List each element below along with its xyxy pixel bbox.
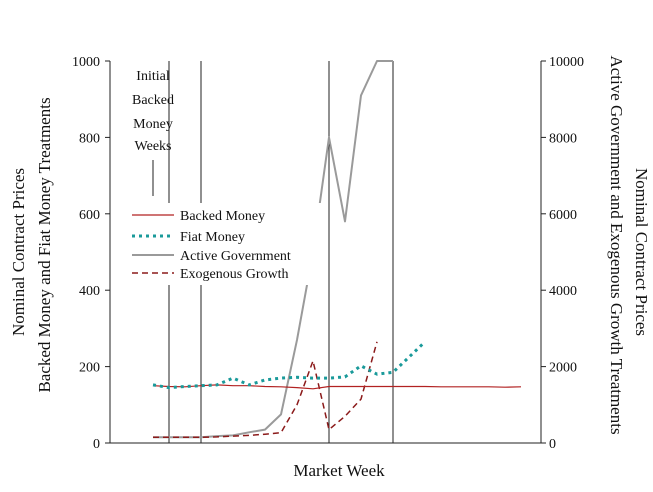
left-tick-label: 400 bbox=[79, 284, 100, 299]
legend: Backed Money Fiat Money Active Governmen… bbox=[124, 203, 324, 285]
annotation-line-1: Initial bbox=[136, 69, 170, 84]
right-tick-label: 4000 bbox=[549, 284, 577, 299]
left-tick-label: 800 bbox=[79, 131, 100, 146]
right-tick-label: 6000 bbox=[549, 208, 577, 223]
left-tick-label: 1000 bbox=[72, 55, 100, 70]
right-tick-label: 8000 bbox=[549, 131, 577, 146]
series-layer bbox=[152, 60, 522, 439]
left-axis-title-line-1: Nominal Contract Prices bbox=[9, 168, 28, 336]
annotation: Initial Backed Money Weeks bbox=[132, 69, 174, 196]
right-axis-title-line-1: Nominal Contract Prices bbox=[632, 168, 651, 336]
left-tick-label: 0 bbox=[93, 437, 100, 452]
right-tick-label: 2000 bbox=[549, 361, 577, 376]
left-axis-title-line-2: Backed Money and Fiat Money Treatments bbox=[35, 97, 54, 392]
right-tick-label: 0 bbox=[549, 437, 556, 452]
legend-label-fiat-money: Fiat Money bbox=[180, 230, 245, 245]
legend-label-backed-money: Backed Money bbox=[180, 209, 265, 224]
left-y-ticks: 0 200 400 600 800 1000 bbox=[72, 55, 110, 452]
legend-background bbox=[124, 203, 324, 285]
legend-label-active-government: Active Government bbox=[180, 249, 291, 264]
annotation-line-3: Money bbox=[133, 117, 173, 132]
series-line-exogenous-growth bbox=[153, 341, 378, 439]
right-y-ticks: 0 2000 4000 6000 8000 10000 bbox=[541, 55, 584, 452]
plot-frame bbox=[109, 61, 542, 444]
annotation-line-4: Weeks bbox=[135, 139, 172, 154]
series-line-backed-money bbox=[152, 384, 522, 390]
left-axis-title: Nominal Contract Prices Backed Money and… bbox=[9, 97, 54, 392]
annotation-line-2: Backed bbox=[132, 93, 174, 108]
legend-label-exogenous-growth: Exogenous Growth bbox=[180, 267, 289, 282]
x-axis-title: Market Week bbox=[293, 461, 385, 480]
right-tick-label: 10000 bbox=[549, 55, 584, 70]
right-axis-title: Nominal Contract Prices Active Governmen… bbox=[607, 55, 651, 434]
left-tick-label: 600 bbox=[79, 208, 100, 223]
right-axis-title-line-2: Active Government and Exogenous Growth T… bbox=[607, 55, 626, 434]
left-tick-label: 200 bbox=[79, 361, 100, 376]
